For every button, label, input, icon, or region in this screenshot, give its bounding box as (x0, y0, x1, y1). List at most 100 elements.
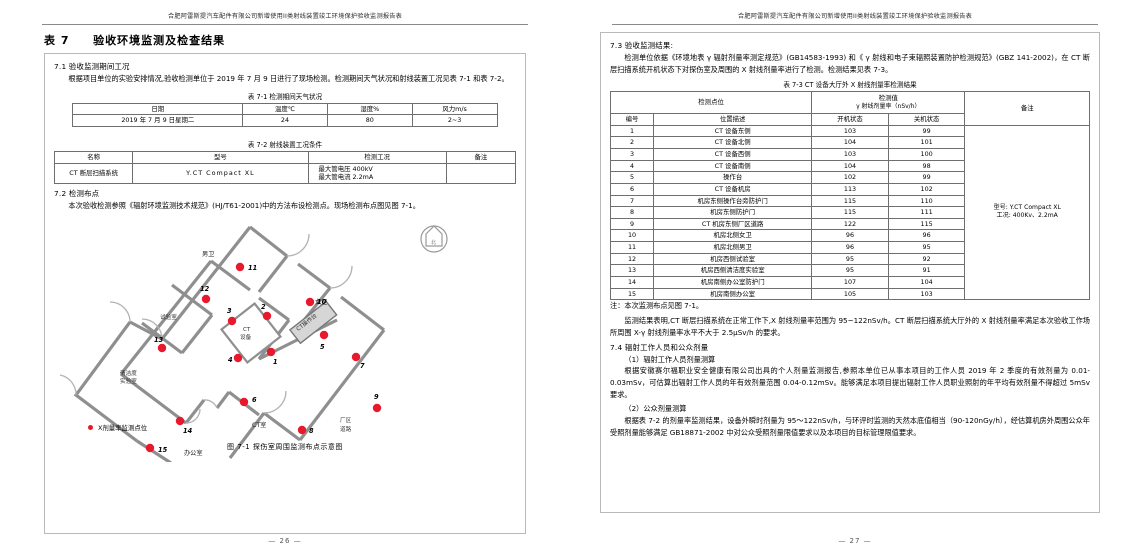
point-label-6: 6 (252, 396, 257, 404)
point-label-3: 3 (227, 307, 232, 315)
t73-cell-on: 102 (811, 171, 889, 184)
t71-col-date: 日期 (72, 102, 244, 116)
t73-cell-on: 115 (811, 206, 889, 219)
monitor-point-4 (233, 353, 243, 362)
t73-cell-on: 96 (811, 241, 889, 254)
t73-cell-on: 104 (811, 159, 889, 173)
running-header-right: 合肥阿雷斯提汽车配件有限公司新增使用II类射线装置竣工环境保护验收监测报告表 (738, 13, 972, 20)
t73-cell-on: 95 (811, 264, 889, 278)
monitor-point-2 (262, 311, 272, 320)
legend-dot-icon (88, 424, 93, 430)
left-content: 表 7 验收环境监测及检查结果 7.1 验收监测期间工况 根据项目单位的实验安排… (44, 32, 526, 534)
point-label-9: 9 (374, 393, 379, 401)
header-rule-left (42, 24, 528, 25)
t73-cell-off: 100 (887, 147, 966, 161)
section-7-4-paragraph-1: 根据安徽赛尔福职业安全健康有限公司出具的个人剂量监测报告,参照本单位已从事本项目… (610, 366, 1090, 399)
table7-heading: 表 7 验收环境监测及检查结果 (44, 32, 526, 48)
room-label-lab: 试验室 (160, 313, 177, 321)
section-7-1-paragraph: 根据项目单位的实验安排情况,验收检测单位于 2019 年 7 月 9 日进行了现… (68, 74, 509, 83)
table-row: 5 操作台 102 99 (609, 171, 1090, 184)
point-label-5: 5 (320, 343, 325, 351)
page-right: 合肥阿雷斯提汽车配件有限公司新增使用II类射线装置竣工环境保护验收监测报告表 7… (570, 0, 1140, 559)
t73-cell-on: 115 (811, 194, 889, 208)
t73-cell-off: 92 (887, 252, 966, 266)
monitor-point-10 (305, 297, 315, 306)
table-row: 8 机房东侧防护门 115 111 (609, 206, 1090, 219)
t73-col-on: 开机状态 (811, 113, 889, 126)
table-row: 7 机房东侧操作台旁防护门 115 110 (609, 194, 1090, 208)
section-7-4-sub2: （2）公众剂量测算 (624, 404, 687, 414)
table-7-2-header-row: 名称 型号 检测工况 备注 (53, 150, 517, 164)
t72-cell-remark (445, 162, 517, 184)
t73-cell-off: 95 (887, 241, 966, 254)
running-header-left: 合肥阿雷斯提汽车配件有限公司新增使用II类射线装置竣工环境保护验收监测报告表 (168, 13, 402, 20)
t73-cell-position: 机房南侧办公室 (653, 287, 813, 301)
page-number-right: — 27 — (838, 537, 872, 545)
table7-title: 验收环境监测及检查结果 (93, 34, 226, 47)
t73-cell-off: 102 (887, 182, 966, 196)
t73-cell-id: 13 (609, 264, 655, 278)
t73-cell-id: 6 (609, 182, 655, 196)
point-label-14: 14 (183, 427, 193, 435)
t73-cell-position: 机房西侧试验室 (653, 252, 813, 266)
t73-cell-off: 99 (887, 171, 966, 184)
table-row: 9 CT 机房东侧厂区道路 122 115 (609, 217, 1090, 231)
table-7-1-header-row: 日期 温度℃ 湿度% 风力m/s (72, 102, 498, 116)
monitoring-points (145, 262, 382, 452)
section-7-2-paragraph: 本次验收检测参照《辐射环境监测技术规范》(HJ/T61-2001)中的方法布设检… (68, 200, 420, 210)
table7-label: 表 7 (44, 34, 70, 47)
t73-cell-off: 115 (887, 217, 966, 231)
table-row: 4 CT 设备南侧 104 98 (609, 159, 1090, 173)
table-7-3-body: 1 CT 设备东侧 103 99 型号: Y.CT Compact XL 工况: 400… (609, 124, 1090, 301)
t72-col-name: 名称 (53, 150, 134, 164)
point-label-8: 8 (309, 427, 314, 435)
t73-col-remark-header: 备注 (964, 91, 1090, 126)
left-page-frame: 7.1 验收监测期间工况 根据项目单位的实验安排情况,验收检测单位于 2019 … (44, 53, 526, 534)
t73-cell-on: 104 (811, 136, 889, 149)
t73-cell-id: 8 (609, 206, 655, 219)
point-label-1: 1 (273, 358, 278, 366)
table-row: 11 机房北侧男卫 96 95 (609, 241, 1090, 254)
t73-cell-id: 2 (609, 136, 655, 149)
t73-cell-off: 111 (887, 206, 966, 219)
t73-cell-position: 机房东侧操作台旁防护门 (653, 194, 813, 208)
legend-label: X剂量率监测点位 (98, 423, 148, 432)
section-7-1-heading: 7.1 验收监测期间工况 (54, 62, 130, 71)
t73-cell-id: 7 (609, 194, 655, 208)
t73-col-id: 编号 (609, 113, 655, 126)
t73-group-values-line1: 检测值 (878, 94, 898, 103)
t73-cell-remark: 型号: Y.CT Compact XL 工况: 400Kv、2.2mA (964, 124, 1090, 301)
monitor-point-15 (145, 443, 155, 452)
right-page-frame: 7.3 验收监测结果: 检测单位依据《环境地表 γ 辐射剂量率测定规范》(GB1… (600, 32, 1100, 513)
t73-cell-off: 91 (887, 264, 966, 278)
t73-cell-id: 11 (609, 241, 655, 254)
section-7-3-paragraph: 检测单位依据《环境地表 γ 辐射剂量率测定规范》(GB14583-1993) 和… (610, 53, 1090, 74)
table-7-3: 检测点位 检测值 γ 射线剂量率（nSv/h） 备注 编号 位置描述 开机状态 … (609, 91, 1090, 301)
t73-cell-off: 110 (887, 194, 966, 208)
t73-cell-position: CT 设备北侧 (653, 136, 813, 149)
t73-cell-position: CT 设备东侧 (653, 124, 813, 138)
t73-cell-position: 机房北侧男卫 (653, 241, 813, 254)
t73-cell-id: 10 (609, 229, 655, 243)
point-label-7: 7 (360, 362, 365, 370)
section-7-4-sub1: （1）辐射工作人员剂量测算 (624, 354, 716, 364)
t73-cell-on: 103 (811, 147, 889, 161)
figure-7-1-caption: 图 7-1 探伤室周围监测布点示意图 (227, 442, 343, 451)
t73-cell-on: 103 (811, 124, 889, 138)
t72-col-remark: 备注 (445, 150, 517, 164)
north-compass-icon: 北 (420, 224, 448, 253)
t72-cell-model: Y.CT Compact XL (132, 162, 309, 184)
monitor-point-5 (319, 330, 329, 339)
table-row: 12 机房西侧试验室 95 92 (609, 252, 1090, 266)
monitoring-point-labels: 1 2 3 4 5 6 7 8 9 10 11 (154, 264, 379, 454)
point-label-10: 10 (317, 298, 327, 306)
section-7-4-heading: 7.4 辐射工作人员和公众剂量 (610, 342, 709, 352)
t73-cell-id: 5 (609, 171, 655, 184)
t73-cell-on: 95 (811, 252, 889, 266)
t73-cell-position: 操作台 (653, 171, 813, 184)
t72-col-condition: 检测工况 (307, 150, 447, 164)
table-7-1: 日期 温度℃ 湿度% 风力m/s 2019 年 7 月 9 日星期二 24 80 (72, 102, 498, 127)
t73-cell-on: 113 (811, 182, 889, 196)
t73-cell-position: 机房南侧办公室防护门 (653, 276, 813, 289)
t73-group-values: 检测值 γ 射线剂量率（nSv/h） (811, 91, 966, 115)
